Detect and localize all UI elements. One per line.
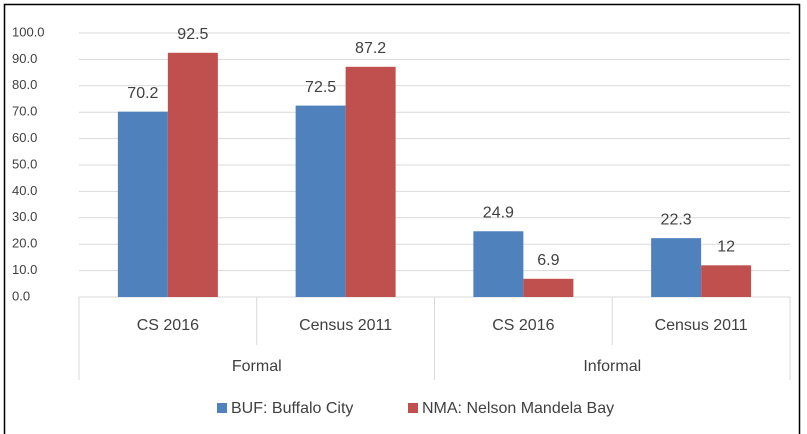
data-label: 72.5: [305, 79, 336, 96]
bar: [345, 66, 396, 298]
y-tick-label: 90.0: [12, 51, 37, 66]
bar: [117, 111, 168, 297]
bar: [701, 265, 752, 297]
legend-swatch: [408, 403, 418, 413]
data-label: 87.2: [355, 40, 386, 57]
data-label: 92.5: [177, 26, 208, 43]
x-tick-label: CS 2016: [137, 317, 199, 334]
y-tick-label: 60.0: [12, 130, 37, 145]
y-tick-label: 100.0: [12, 24, 45, 39]
x-tick-label: CS 2016: [492, 317, 554, 334]
data-label: 12: [717, 239, 735, 256]
group-label: Formal: [232, 358, 282, 375]
group-label: Informal: [583, 358, 641, 375]
bar: [651, 238, 702, 297]
y-tick-label: 10.0: [12, 262, 37, 277]
data-label: 70.2: [127, 85, 158, 102]
legend-swatch: [217, 403, 227, 413]
y-tick-label: 40.0: [12, 183, 37, 198]
y-tick-label: 80.0: [12, 77, 37, 92]
y-tick-label: 70.0: [12, 104, 37, 119]
y-tick-label: 50.0: [12, 156, 37, 171]
data-label: 6.9: [537, 252, 559, 269]
data-label: 22.3: [661, 211, 692, 228]
bar: [523, 278, 574, 297]
y-tick-label: 30.0: [12, 209, 37, 224]
bar: [295, 105, 346, 297]
x-tick-label: Census 2011: [655, 317, 748, 334]
bar: [167, 52, 218, 297]
legend-label: BUF: Buffalo City: [231, 400, 353, 417]
y-tick-label: 20.0: [12, 236, 37, 251]
legend-label: NMA: Nelson Mandela Bay: [422, 400, 614, 417]
bar: [473, 231, 524, 297]
y-tick-label: 0.0: [12, 288, 30, 303]
data-label: 24.9: [483, 204, 514, 221]
x-tick-label: Census 2011: [299, 317, 392, 334]
